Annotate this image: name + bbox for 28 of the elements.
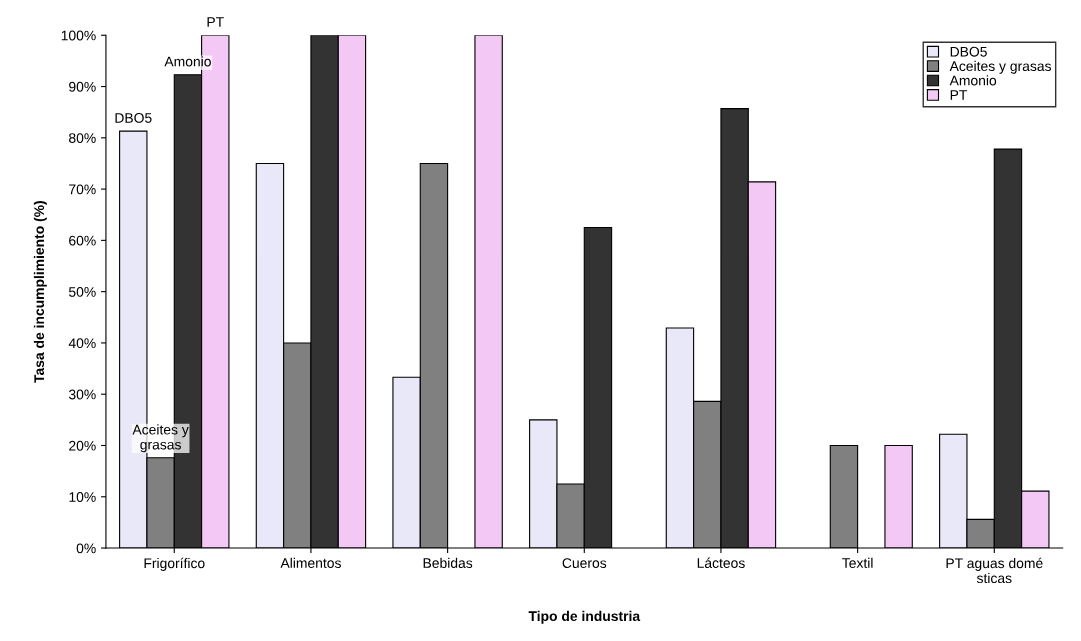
y-tick-label: 80% xyxy=(69,133,96,143)
annotation: DBO5 xyxy=(115,113,152,123)
y-tick-label: 10% xyxy=(69,492,96,502)
text: PT xyxy=(207,17,224,27)
x-tick-label: PT aguas domé sticas xyxy=(946,557,1043,584)
y-tick-label: 100% xyxy=(61,30,96,41)
x-tick-label: Textil xyxy=(842,557,873,568)
y-tick-label: 0% xyxy=(76,543,96,554)
legend-label: Amonio xyxy=(949,75,997,86)
x-tick-label: Bebidas xyxy=(423,557,473,568)
y-tick-label: 20% xyxy=(69,440,96,451)
x-tick-label: Frigorífico xyxy=(144,557,205,571)
y-tick-label: 70% xyxy=(69,184,96,195)
annotation: Amonio xyxy=(164,56,211,67)
y-tick-label: 30% xyxy=(68,389,96,400)
y-tick-label: 90% xyxy=(69,81,96,92)
x-tick-label: Alimentos xyxy=(280,557,341,568)
legend-label: Aceites y grasas xyxy=(949,60,1052,74)
x-tick-label: Cueros xyxy=(562,558,607,568)
annotation: Aceites y grasas xyxy=(132,424,189,453)
y-tick-label: 40% xyxy=(68,338,96,349)
y-tick-label: 50% xyxy=(68,286,96,297)
legend-label: DBO5 xyxy=(950,46,987,57)
y-tick-label: 60% xyxy=(69,235,96,246)
x-tick-label: Lácteos xyxy=(697,557,745,568)
y-axis-title: Tasa de incumplimiento (%) xyxy=(33,201,47,383)
legend-label: PT xyxy=(950,90,968,100)
x-axis-title: Tipo de industria xyxy=(528,610,641,624)
